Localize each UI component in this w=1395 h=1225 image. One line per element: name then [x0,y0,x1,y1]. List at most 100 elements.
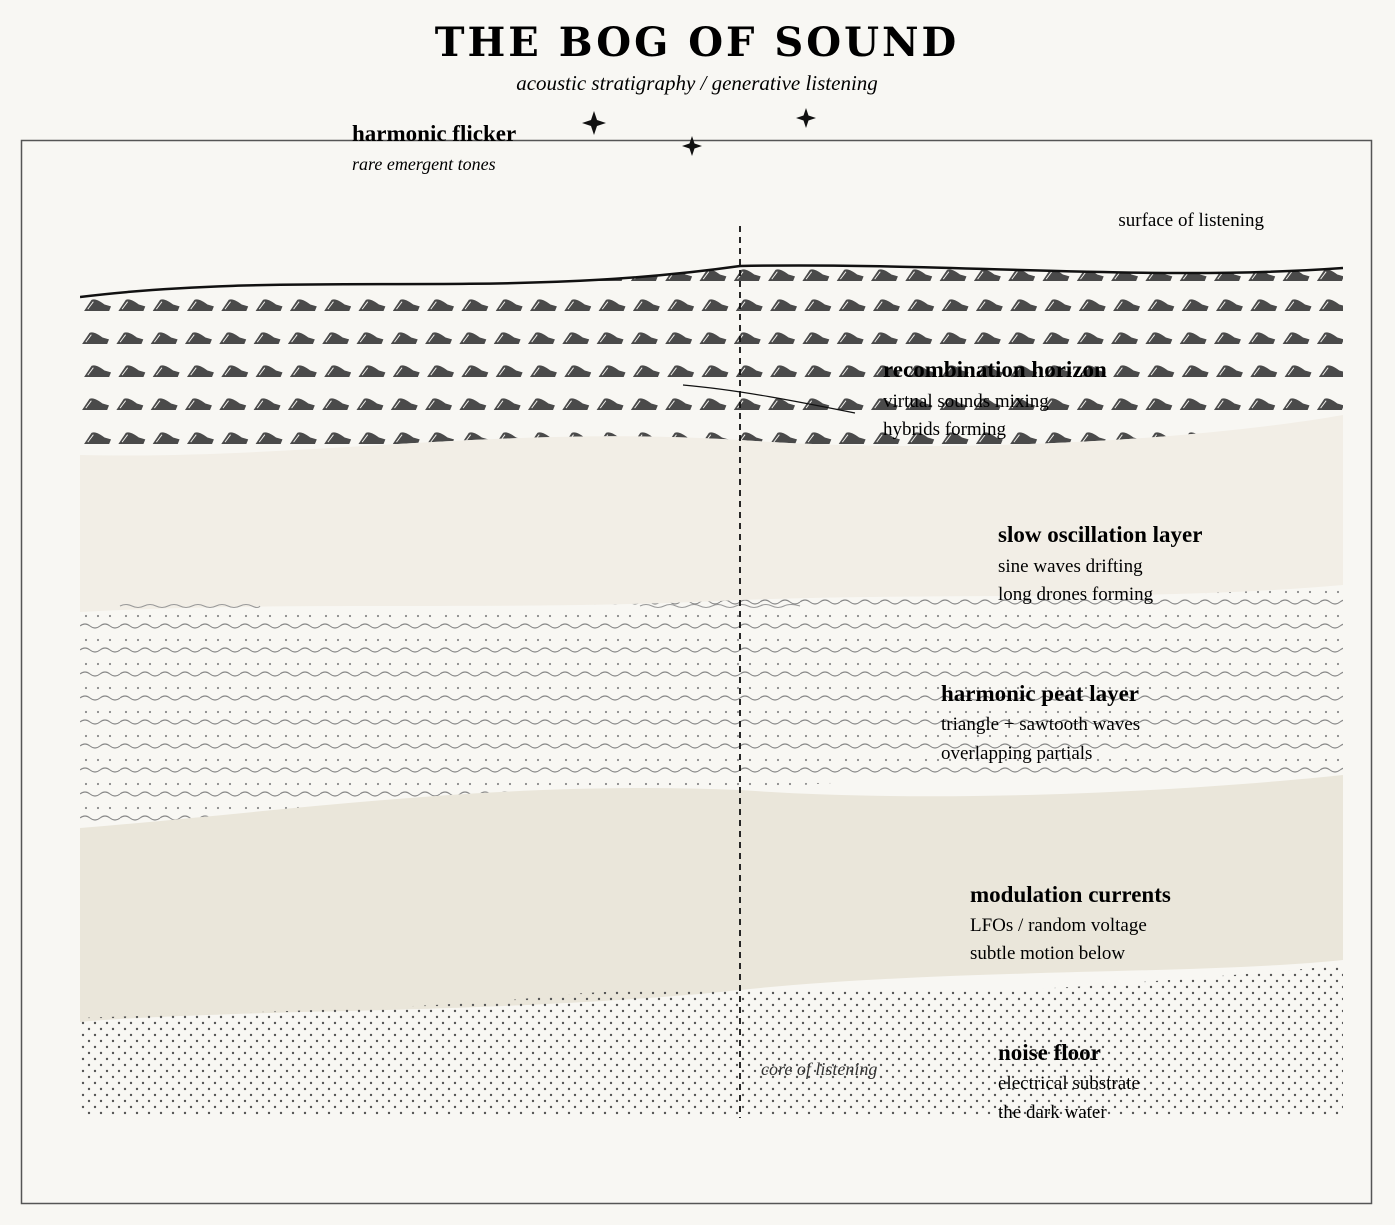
leaf-mark-icon [527,397,556,410]
leaf-mark-icon [493,397,522,410]
leaf-mark-icon [493,268,522,281]
leaf-mark-icon [1250,298,1278,311]
leaf-mark-icon [150,397,179,410]
leaf-mark-icon [802,268,830,281]
leaf-mark-icon [1145,397,1173,410]
leaf-mark-icon [289,364,318,377]
leaf-mark-icon [1213,397,1242,410]
leaf-mark-icon [152,298,181,311]
leaf-mark-icon [941,298,969,311]
leaf-mark-icon [392,431,421,444]
leaf-mark-icon [1213,268,1242,281]
leaf-mark-icon [116,331,144,344]
leaf-mark-icon [493,331,522,344]
leaf-mark-icon [1318,298,1343,311]
leader-line [682,384,856,414]
leaf-mark-icon [253,397,281,410]
leaf-mark-icon [975,298,1004,311]
leaf-mark-icon [1179,397,1208,410]
leaf-mark-icon [358,364,386,377]
leaf-mark-icon [184,331,213,344]
flicker-subtitle: rare emergent tones [352,154,496,174]
leaf-mark-icon [1215,364,1244,377]
layer-line: virtual sounds mixing [883,391,1049,412]
leaf-mark-icon [390,268,419,281]
leaf-mark-icon [1044,298,1072,311]
leaf-mark-icon [804,298,832,311]
leaf-mark-icon [118,298,146,311]
layer-line: hybrids forming [883,419,1006,440]
leaf-mark-icon [459,397,487,410]
leaf-mark-icon [425,397,453,410]
surface-line [80,264,1343,299]
page-subtitle: acoustic stratigraphy / generative liste… [516,71,878,95]
leaf-mark-icon [390,397,419,410]
leaf-mark-icon [1145,268,1173,281]
leaf-mark-icon [665,331,693,344]
leaf-mark-icon [1284,364,1312,377]
leaf-mark-icon [1181,364,1210,377]
leaf-mark-icon [872,298,901,311]
leaf-mark-icon [324,298,352,311]
leaf-mark-icon [1044,431,1072,444]
leaf-mark-icon [1078,298,1107,311]
leaf-mark-icon [1248,331,1276,344]
leaf-mark-icon [630,331,659,344]
frame [20,139,1373,1205]
leaf-mark-icon [802,397,830,410]
leaf-mark-icon [1318,364,1343,377]
leaf-mark-icon [733,268,762,281]
leaf-mark-icon [1215,298,1244,311]
leaf-mark-icon [596,397,624,410]
leaf-mark-icon [1282,397,1310,410]
leaf-mark-icon [221,298,249,311]
leaf-mark-icon [255,298,283,311]
leaf-mark-icon [870,331,899,344]
leaf-mark-icon [529,298,558,311]
leaf-mark-icon [598,364,626,377]
leaf-mark-icon [461,298,489,311]
page-title: THE BOG OF SOUND [435,19,959,66]
leaf-mark-icon [1147,364,1175,377]
leaf-mark-icon [838,431,867,444]
leaf-mark-icon [253,268,281,281]
leaf-mark-icon [665,397,693,410]
leaf-mark-icon [1113,298,1141,311]
leaf-mark-icon [529,364,558,377]
leaf-mark-icon [1113,364,1141,377]
leaf-mark-icon [562,397,590,410]
flicker-title: harmonic flicker [352,121,516,146]
core-label: core of listening [761,1059,877,1079]
leaf-mark-icon [733,397,762,410]
leaf-mark-icon [390,331,419,344]
layer-title: slow oscillation layer [998,522,1202,547]
leaf-mark-icon [905,268,933,281]
leaf-mark-icon [632,298,661,311]
modulation-band [80,775,1343,1022]
leaf-mark-icon [427,298,455,311]
layer-label-slow-oscillation: slow oscillation layer sine waves drifti… [998,522,1202,605]
leaf-mark-icon [564,298,592,311]
leaf-mark-icon [392,298,421,311]
leaf-mark-icon [770,298,798,311]
leaf-mark-icon [1111,397,1139,410]
leaf-mark-icon [1316,397,1343,410]
leaf-mark-icon [152,364,181,377]
leaf-mark-icon [1179,331,1208,344]
layer-line: long drones forming [998,584,1154,605]
leaf-mark-icon [667,298,695,311]
leaf-mark-icon [459,331,487,344]
leaf-mark-icon [186,431,215,444]
leaf-mark-icon [630,397,659,410]
leaf-mark-icon [356,268,384,281]
layer-line: triangle + sawtooth waves [941,714,1140,735]
leaf-mark-icon [939,268,967,281]
leaf-mark-icon [152,431,181,444]
leaf-mark-icon [1316,331,1343,344]
leaf-mark-icon [1250,364,1278,377]
leaf-mark-icon [699,397,727,410]
leaf-mark-icon [1111,331,1139,344]
leaf-mark-icon [118,364,146,377]
leaf-mark-icon [836,268,865,281]
